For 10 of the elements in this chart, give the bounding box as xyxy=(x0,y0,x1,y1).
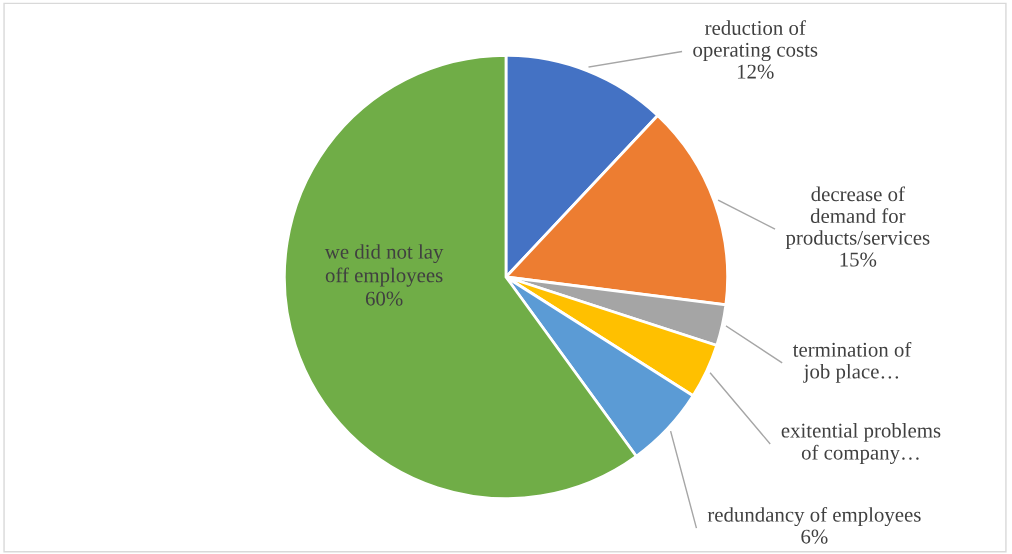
data-label: 6% xyxy=(801,529,828,544)
slice-label: redundancy of employees xyxy=(707,506,921,527)
data-label: 15% xyxy=(840,252,877,267)
data-label: 12% xyxy=(737,64,774,79)
slice-label: termination of job place… xyxy=(792,341,912,383)
slice-label: reduction of operating costs xyxy=(693,20,818,62)
slice-label: we did not lay off employees xyxy=(324,244,444,287)
slice-label: exitential problems of company… xyxy=(781,422,941,464)
slice-label: decrease of demand for products/services xyxy=(785,186,930,250)
data-label: 60% xyxy=(365,291,403,306)
